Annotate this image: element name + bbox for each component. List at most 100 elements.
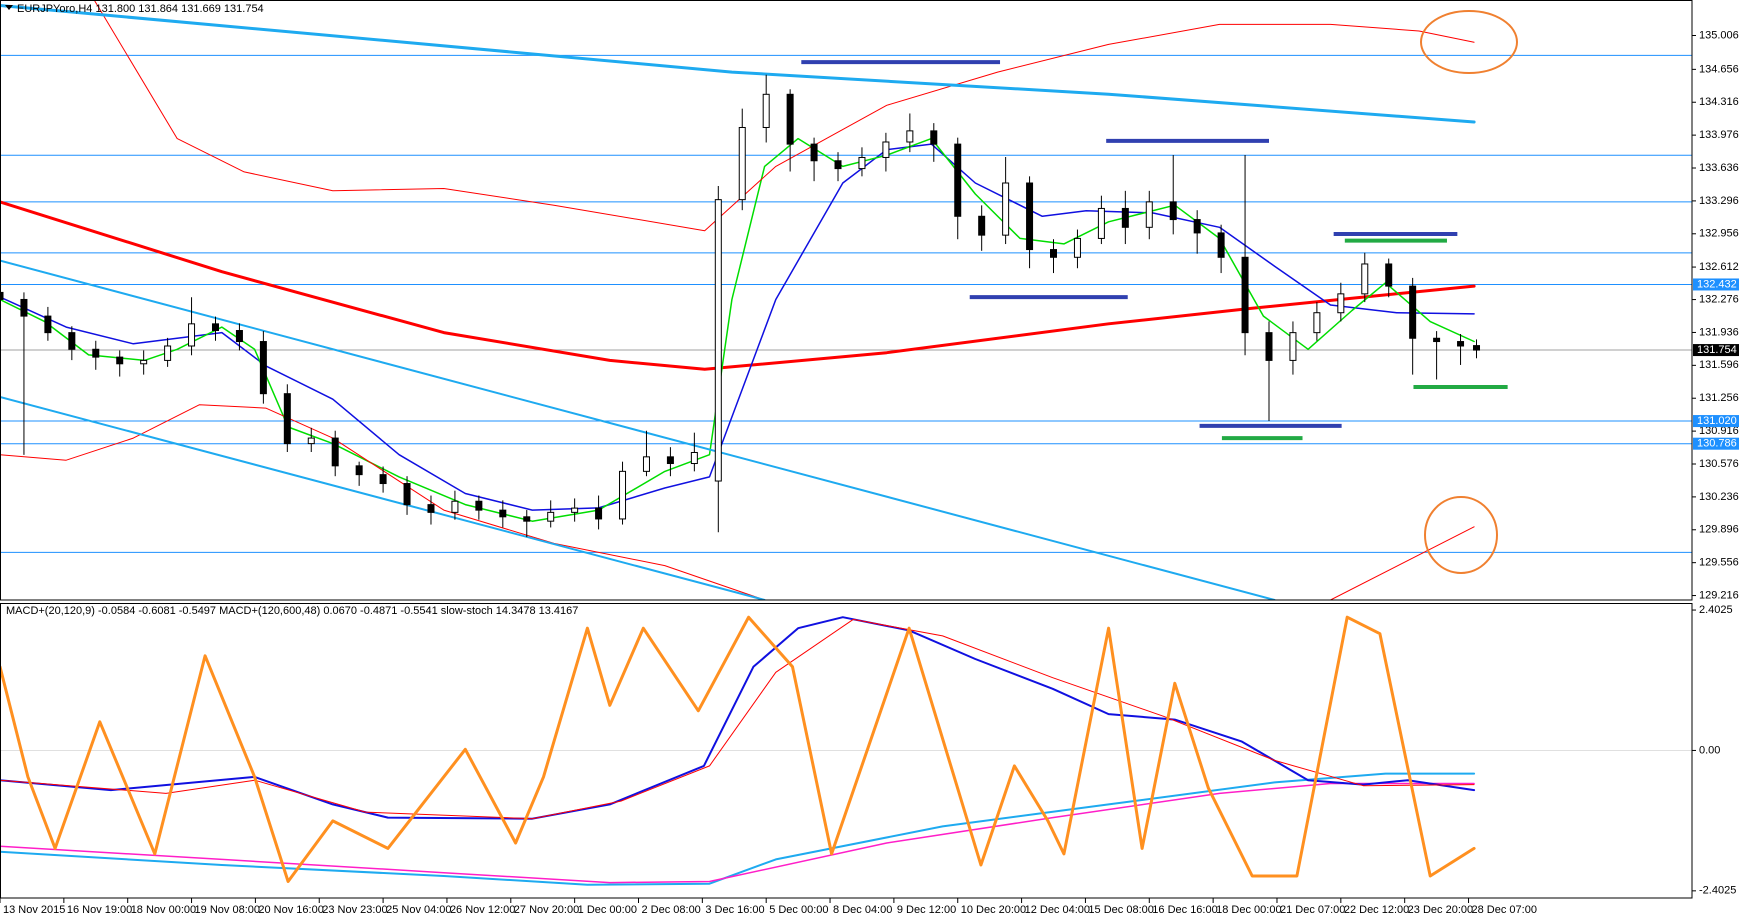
x-tick-label: 27 Nov 20:00 bbox=[514, 904, 579, 916]
candle-body bbox=[834, 160, 842, 170]
x-tick-label: 21 Dec 07:00 bbox=[1280, 904, 1345, 916]
candle-body bbox=[0, 291, 4, 300]
candle-body bbox=[451, 500, 459, 513]
indicator-line bbox=[0, 4, 1476, 124]
price-tag-label: 131.754 bbox=[1697, 344, 1737, 356]
x-tick-label: 1 Dec 00:00 bbox=[578, 904, 637, 916]
candle-body bbox=[403, 483, 411, 506]
candle-body bbox=[762, 93, 770, 128]
candle-body bbox=[499, 509, 507, 518]
y-tick-label: 131.596 bbox=[1699, 359, 1739, 371]
x-tick-label: 28 Dec 07:00 bbox=[1472, 904, 1537, 916]
candle-body bbox=[1473, 345, 1481, 351]
x-tick-label: 19 Nov 08:00 bbox=[195, 904, 260, 916]
candle-body bbox=[858, 156, 866, 170]
candle-body bbox=[1433, 337, 1441, 343]
x-tick-label: 23 Nov 23:00 bbox=[322, 904, 387, 916]
indicator-line bbox=[93, 0, 1475, 232]
x-tick-label: 13 Nov 2015 bbox=[3, 904, 65, 916]
x-tick-label: 20 Nov 16:00 bbox=[258, 904, 323, 916]
candle-body bbox=[1193, 219, 1201, 234]
candle-body bbox=[475, 500, 483, 511]
highlight-circle bbox=[1420, 10, 1518, 74]
y-tick-label: 2.4025 bbox=[1699, 604, 1733, 616]
indicator-line bbox=[0, 618, 1475, 820]
price-frame bbox=[0, 0, 1693, 601]
candle-body bbox=[523, 516, 531, 522]
candle-body bbox=[20, 298, 28, 317]
indicator-line bbox=[0, 259, 1276, 600]
candle-body bbox=[1026, 182, 1034, 251]
candle-body bbox=[786, 93, 794, 145]
candle-body bbox=[427, 504, 435, 513]
candle-body bbox=[68, 332, 76, 350]
y-tick-label: 135.006 bbox=[1699, 29, 1739, 41]
x-tick-label: 10 Dec 20:00 bbox=[961, 904, 1026, 916]
x-tick-label: 8 Dec 04:00 bbox=[833, 904, 892, 916]
y-tick-label: 133.296 bbox=[1699, 195, 1739, 207]
candle-body bbox=[1073, 237, 1081, 258]
price-tag-label: 131.020 bbox=[1697, 415, 1737, 427]
candle-body bbox=[164, 345, 172, 361]
candle-body bbox=[1217, 232, 1225, 258]
candle-body bbox=[1289, 332, 1297, 361]
candle-body bbox=[307, 437, 315, 445]
candle-body bbox=[690, 451, 698, 465]
candle-body bbox=[1169, 201, 1177, 221]
candle-body bbox=[595, 507, 603, 520]
x-tick-label: 22 Dec 12:00 bbox=[1344, 904, 1409, 916]
menu-arrow bbox=[5, 5, 13, 10]
candle-body bbox=[140, 359, 148, 365]
candle-body bbox=[1313, 312, 1321, 334]
indicator-line bbox=[0, 396, 766, 600]
indicator-line bbox=[0, 404, 1475, 600]
indicator-frame bbox=[0, 603, 1693, 899]
y-tick-label: 133.976 bbox=[1699, 129, 1739, 141]
x-tick-label: 25 Nov 04:00 bbox=[386, 904, 451, 916]
candle-body bbox=[1265, 332, 1273, 361]
candle-body bbox=[1241, 256, 1249, 334]
x-tick-label: 3 Dec 16:00 bbox=[705, 904, 764, 916]
y-tick-label: 130.916 bbox=[1699, 425, 1739, 437]
candle-body bbox=[666, 456, 674, 465]
candle-body bbox=[714, 199, 722, 482]
candle-body bbox=[954, 143, 962, 217]
y-tick-label: 132.276 bbox=[1699, 293, 1739, 305]
y-tick-label: 0.00 bbox=[1699, 744, 1720, 756]
x-tick-label: 18 Dec 00:00 bbox=[1216, 904, 1281, 916]
indicator-line bbox=[0, 615, 1476, 883]
candle-body bbox=[355, 465, 363, 476]
candle-body bbox=[211, 323, 219, 332]
y-tick-label: 129.216 bbox=[1699, 589, 1739, 601]
y-tick-label: 132.956 bbox=[1699, 228, 1739, 240]
price-tag bbox=[1693, 415, 1739, 428]
candle-body bbox=[379, 474, 387, 485]
y-tick-label: 133.636 bbox=[1699, 162, 1739, 174]
price-tag bbox=[1693, 437, 1739, 450]
candle-body bbox=[810, 143, 818, 162]
candle-body bbox=[1121, 207, 1129, 228]
y-tick-label: 130.576 bbox=[1699, 458, 1739, 470]
candle-body bbox=[978, 215, 986, 236]
y-tick-label: 132.612 bbox=[1699, 261, 1739, 273]
candle-body bbox=[1002, 182, 1010, 236]
candle-body bbox=[1337, 293, 1345, 314]
y-tick-label: 134.316 bbox=[1699, 96, 1739, 108]
indicator-panel bbox=[0, 615, 1692, 886]
candle-body bbox=[116, 356, 124, 365]
candle-body bbox=[619, 470, 627, 520]
highlight-circle bbox=[1424, 496, 1498, 574]
chart-title: EURJPYoro,H4 131.800 131.864 131.669 131… bbox=[17, 3, 264, 15]
candle-body bbox=[259, 341, 267, 395]
x-tick-label: 5 Dec 00:00 bbox=[769, 904, 828, 916]
price-tag bbox=[1693, 344, 1739, 357]
candle-body bbox=[235, 330, 243, 343]
candle-body bbox=[547, 511, 555, 522]
price-tag bbox=[1693, 278, 1739, 291]
x-tick-label: 2 Dec 08:00 bbox=[641, 904, 700, 916]
candle-body bbox=[188, 323, 196, 347]
candle-body bbox=[571, 507, 579, 513]
x-tick-label: 12 Dec 04:00 bbox=[1025, 904, 1090, 916]
candle-body bbox=[930, 130, 938, 145]
x-tick-label: 18 Nov 00:00 bbox=[131, 904, 196, 916]
